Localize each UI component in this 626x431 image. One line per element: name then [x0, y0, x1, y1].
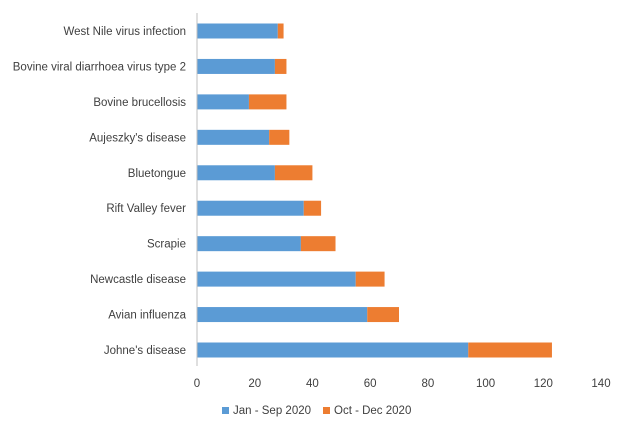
- x-tick-label: 40: [306, 378, 319, 390]
- bar-segment-oct-dec-7: [355, 271, 385, 287]
- bar-segment-oct-dec-2: [248, 94, 287, 110]
- bar-segment-jan-sep-5: [197, 200, 304, 216]
- x-tick-label: 120: [534, 378, 553, 390]
- bar-segment-oct-dec-0: [277, 23, 284, 39]
- bar-segment-jan-sep-2: [197, 94, 249, 110]
- x-tick-label: 60: [364, 378, 377, 390]
- category-label: Avian influenza: [108, 310, 186, 322]
- x-tick-label: 20: [248, 378, 261, 390]
- bar-segment-jan-sep-7: [197, 271, 356, 287]
- legend-swatch-jan-sep: [222, 407, 229, 414]
- category-label: West Nile virus infection: [64, 26, 187, 38]
- bar-segment-jan-sep-9: [197, 342, 469, 358]
- bar-segment-jan-sep-6: [197, 236, 301, 252]
- legend-label-jan-sep: Jan - Sep 2020: [233, 405, 311, 417]
- x-tick-label: 140: [591, 378, 610, 390]
- category-label: Newcastle disease: [90, 274, 186, 286]
- x-tick-labels: 0 20 40 60 80 100 120 140: [194, 378, 611, 390]
- bar-segment-oct-dec-5: [303, 200, 322, 216]
- legend-label-oct-dec: Oct - Dec 2020: [334, 405, 411, 417]
- bar-segment-jan-sep-1: [197, 58, 275, 74]
- bar-segment-oct-dec-4: [274, 165, 313, 181]
- bar-segment-oct-dec-6: [300, 236, 336, 252]
- bar-segment-oct-dec-3: [269, 129, 290, 145]
- category-label: Rift Valley fever: [106, 203, 186, 215]
- bar-segment-jan-sep-4: [197, 165, 275, 181]
- category-label: Aujeszky's disease: [89, 132, 186, 144]
- legend: Jan - Sep 2020 Oct - Dec 2020: [222, 405, 411, 417]
- category-label: Johne's disease: [104, 345, 186, 357]
- bar-segment-oct-dec-1: [274, 58, 287, 74]
- category-label: Bovine viral diarrhoea virus type 2: [13, 61, 186, 73]
- category-label: Bluetongue: [128, 168, 186, 180]
- bar-segment-jan-sep-0: [197, 23, 278, 39]
- bars-layer: [197, 23, 552, 358]
- bar-segment-oct-dec-8: [367, 307, 399, 323]
- x-tick-label: 80: [421, 378, 434, 390]
- x-tick-label: 100: [476, 378, 495, 390]
- category-label: Bovine brucellosis: [93, 97, 186, 109]
- category-label: Scrapie: [147, 239, 186, 251]
- x-tick-label: 0: [194, 378, 200, 390]
- bar-segment-oct-dec-9: [468, 342, 552, 358]
- bar-segment-jan-sep-8: [197, 307, 368, 323]
- legend-swatch-oct-dec: [323, 407, 330, 414]
- bar-segment-jan-sep-3: [197, 129, 270, 145]
- category-labels: West Nile virus infection Bovine viral di…: [13, 26, 187, 357]
